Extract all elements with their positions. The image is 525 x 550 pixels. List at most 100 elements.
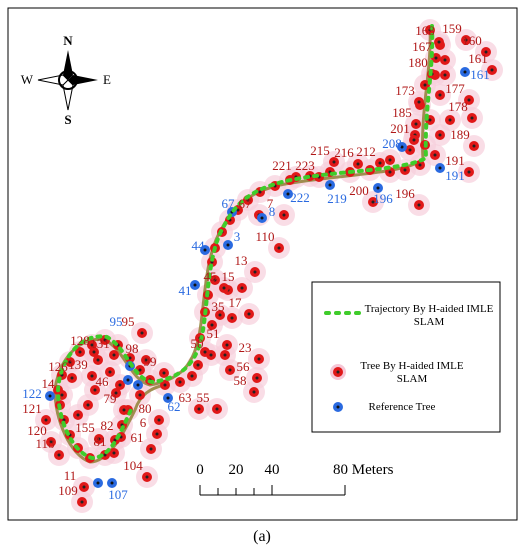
reference-tree-label: 67 (222, 196, 236, 211)
tree-center (197, 407, 201, 411)
scale-bar: 0 20 40 80 Meters (196, 462, 394, 496)
reference-tree-label: 196 (373, 191, 393, 206)
tree-center (490, 68, 494, 72)
tree-center (114, 391, 118, 395)
tree-center (49, 440, 53, 444)
tree-center (86, 403, 90, 407)
tree-center (210, 323, 214, 327)
tree-center (255, 376, 259, 380)
tree-label: 45 (204, 269, 217, 284)
tree-label: 121 (22, 401, 42, 416)
tree-label: 161 (468, 51, 488, 66)
tree-center (103, 453, 107, 457)
tree-label: 23 (239, 340, 252, 355)
tree-center (286, 192, 290, 196)
tree-center (378, 161, 382, 165)
tree-center (213, 278, 217, 282)
tree-label: 98 (126, 341, 139, 356)
tree-center (418, 163, 422, 167)
tree-center (464, 38, 468, 42)
tree-label: 82 (101, 418, 114, 433)
tree-center (417, 100, 421, 104)
tree-label: 56 (237, 359, 251, 374)
reference-tree-label: 8 (269, 204, 276, 219)
tree-center (108, 370, 112, 374)
tree-label: 35 (212, 299, 225, 314)
reference-tree-label: 41 (179, 283, 192, 298)
tree-center (62, 418, 66, 422)
tree-center (332, 160, 336, 164)
scale-label: 0 (196, 462, 204, 478)
compass-e: E (103, 72, 111, 87)
tree-center (252, 390, 256, 394)
tree-label: 160 (462, 33, 482, 48)
tree-label: 120 (27, 423, 47, 438)
tree-center (472, 144, 476, 148)
tree-label: 109 (58, 483, 78, 498)
tree-label: 79 (104, 391, 117, 406)
tree-center (92, 350, 96, 354)
tree-center (218, 313, 222, 317)
tree-label: 51 (207, 326, 220, 341)
tree-label: 95 (122, 314, 135, 329)
tree-center (400, 145, 404, 149)
tree-center (103, 338, 107, 342)
tree-center (145, 475, 149, 479)
legend-tree-label: Tree By H-aided IMLE SLAM (360, 360, 464, 385)
tree-center (467, 170, 471, 174)
tree-center (44, 418, 48, 422)
reference-tree-label: 191 (445, 168, 465, 183)
tree-center (376, 186, 380, 190)
tree-center (128, 356, 132, 360)
tree-label: 104 (123, 458, 143, 473)
tree-center (110, 481, 114, 485)
legend-reference-center (336, 405, 340, 409)
tree-center (282, 213, 286, 217)
legend-trajectory-label: Trajectory By H-aided IMLE SLAM (364, 303, 494, 328)
tree-center (144, 358, 148, 362)
tree-label: 99 (144, 354, 157, 369)
tree-label: 177 (445, 81, 465, 96)
reference-tree-label: 107 (108, 487, 128, 502)
tree-center (277, 246, 281, 250)
tree-center (463, 70, 467, 74)
tree-center (258, 190, 262, 194)
tree-center (470, 116, 474, 120)
tree-center (443, 73, 447, 77)
tree-center (438, 93, 442, 97)
tree-center (155, 432, 159, 436)
tree-label: 215 (310, 143, 330, 158)
tree-label: 131 (90, 336, 110, 351)
compass-w: W (21, 72, 34, 87)
tree-center (438, 166, 442, 170)
tree-center (93, 388, 97, 392)
tree-center (225, 343, 229, 347)
tree-label: 223 (295, 158, 315, 173)
tree-label: 180 (408, 55, 428, 70)
tree-center (163, 383, 167, 387)
tree-center (209, 353, 213, 357)
tree-label: 58 (234, 373, 247, 388)
tree-label: 14 (42, 376, 56, 391)
tree-center (388, 170, 392, 174)
compass-n: N (63, 33, 73, 48)
tree-label: 15 (222, 269, 235, 284)
tree-center (122, 408, 126, 412)
tree-center (118, 383, 122, 387)
tree-label: 189 (450, 127, 470, 142)
tree-center (60, 393, 64, 397)
tree-center (247, 312, 251, 316)
tree-center (166, 396, 170, 400)
tree-label: 46 (96, 374, 110, 389)
tree-center (433, 153, 437, 157)
tree-center (140, 331, 144, 335)
tree-label: 155 (75, 420, 95, 435)
tree-center (434, 56, 438, 60)
tree-label: 159 (442, 21, 462, 36)
tree-center (448, 118, 452, 122)
tree-center (97, 437, 101, 441)
tree-center (228, 368, 232, 372)
reference-tree-label: 222 (290, 190, 310, 205)
tree-center (403, 168, 407, 172)
tree-center (328, 183, 332, 187)
